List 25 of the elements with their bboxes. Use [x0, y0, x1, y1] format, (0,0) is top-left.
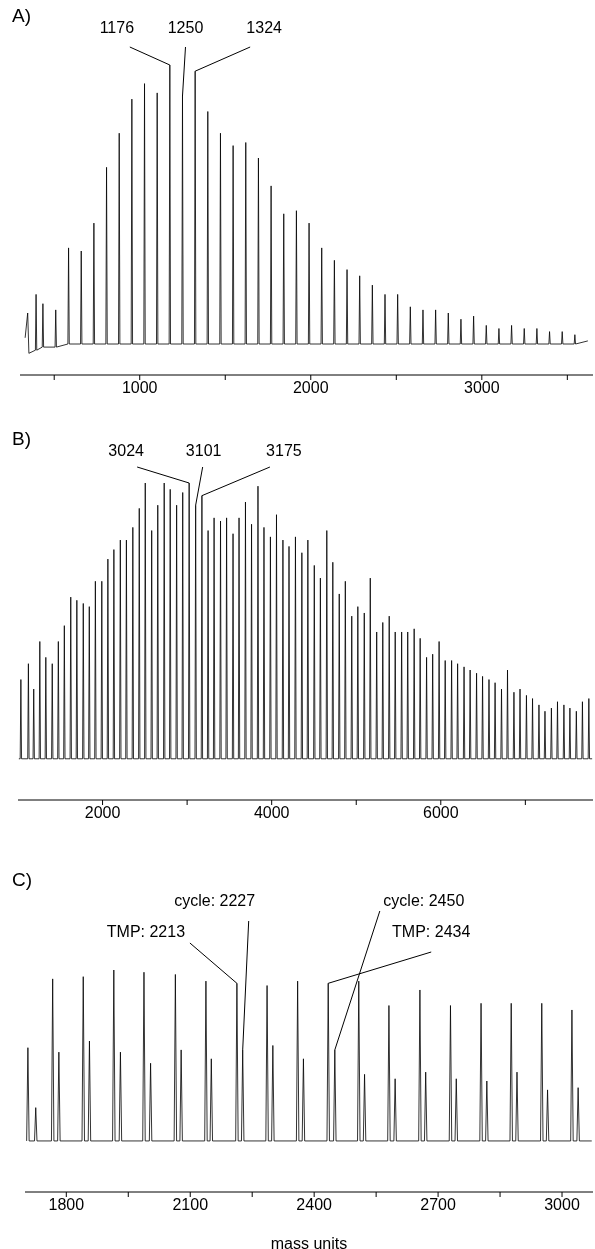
x-tick-label: 2000 [292, 379, 329, 397]
x-tick-label: 2100 [172, 1196, 209, 1214]
annotation: 1250 [167, 19, 204, 36]
x-tick-label: 1000 [121, 379, 158, 397]
annotation: 1176 [99, 19, 135, 36]
x-tick-label: 6000 [423, 804, 459, 822]
annotation: cycle: 2450 [383, 892, 465, 909]
annotation: TMP: 2434 [392, 923, 471, 940]
x-tick-label: 4000 [253, 804, 290, 822]
x-tick-label: 3000 [544, 1196, 580, 1214]
annotation: TMP: 2213 [106, 923, 186, 940]
annotation: 3024 [108, 442, 145, 459]
x-axis-title: mass units [270, 1235, 348, 1249]
annotation: cycle: 2227 [174, 892, 256, 909]
x-tick-label: 3000 [464, 379, 500, 397]
annotation: 1324 [246, 19, 283, 36]
annotation: 3101 [185, 442, 222, 459]
x-tick-label: 2700 [420, 1196, 456, 1214]
annotation: 3175 [266, 442, 302, 459]
chart-title: A) [12, 5, 31, 27]
chart-title: C) [12, 869, 33, 891]
chart-title: B) [12, 428, 31, 450]
x-tick-label: 1800 [48, 1196, 85, 1214]
x-tick-label: 2000 [84, 804, 121, 822]
x-tick-label: 2400 [296, 1196, 333, 1214]
